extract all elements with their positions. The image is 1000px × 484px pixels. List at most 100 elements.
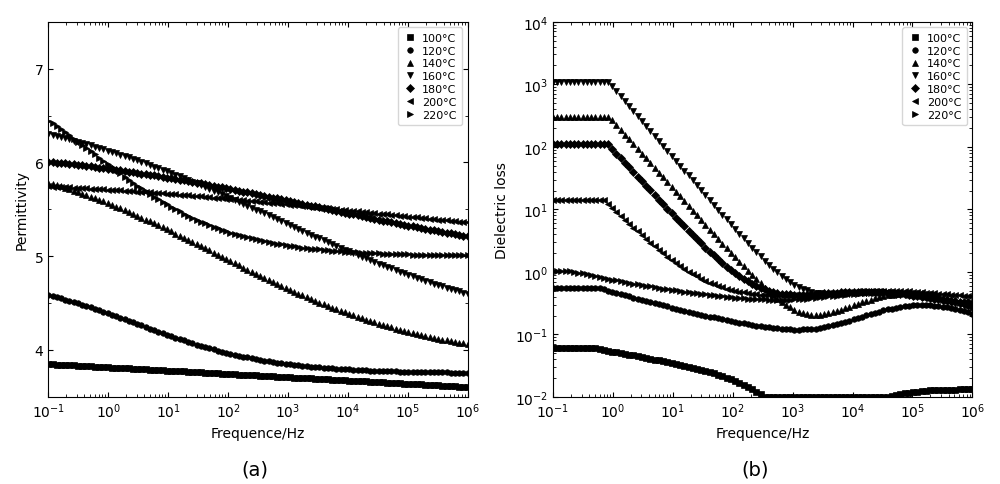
220°C xyxy=(932,297,944,302)
120°C xyxy=(763,325,775,331)
180°C xyxy=(547,142,559,148)
160°C xyxy=(123,155,135,161)
100°C xyxy=(258,373,270,379)
Line: 180°C: 180°C xyxy=(46,160,470,240)
Line: 100°C: 100°C xyxy=(550,346,975,400)
100°C xyxy=(627,353,639,359)
100°C xyxy=(42,362,54,367)
220°C xyxy=(140,189,152,195)
140°C xyxy=(462,342,474,348)
Line: 160°C: 160°C xyxy=(550,80,975,312)
120°C xyxy=(949,306,961,312)
Line: 140°C: 140°C xyxy=(46,181,470,347)
180°C xyxy=(428,228,440,234)
140°C xyxy=(644,161,656,166)
160°C xyxy=(258,211,270,217)
100°C xyxy=(123,366,135,372)
140°C xyxy=(42,181,54,186)
220°C xyxy=(644,284,656,290)
100°C xyxy=(937,387,949,393)
Line: 220°C: 220°C xyxy=(46,119,470,259)
160°C xyxy=(547,80,559,86)
Legend: 100°C, 120°C, 140°C, 160°C, 180°C, 200°C, 220°C: 100°C, 120°C, 140°C, 160°C, 180°C, 200°C… xyxy=(398,28,462,126)
200°C xyxy=(428,217,440,223)
120°C xyxy=(123,318,135,324)
Line: 100°C: 100°C xyxy=(46,362,470,390)
120°C xyxy=(627,295,639,301)
140°C xyxy=(292,291,304,297)
220°C xyxy=(42,119,54,124)
220°C xyxy=(428,253,440,258)
Line: 160°C: 160°C xyxy=(46,132,470,297)
120°C xyxy=(42,293,54,299)
200°C xyxy=(763,293,775,299)
220°C xyxy=(547,268,559,274)
Line: 120°C: 120°C xyxy=(550,286,975,333)
180°C xyxy=(140,172,152,178)
140°C xyxy=(627,142,639,148)
120°C xyxy=(292,363,304,368)
100°C xyxy=(140,367,152,373)
Line: 140°C: 140°C xyxy=(550,115,975,318)
140°C xyxy=(763,289,775,295)
100°C xyxy=(763,394,775,400)
160°C xyxy=(292,227,304,232)
160°C xyxy=(441,285,453,291)
140°C xyxy=(937,294,949,300)
200°C xyxy=(140,190,152,196)
220°C xyxy=(763,297,775,303)
160°C xyxy=(644,129,656,135)
180°C xyxy=(932,297,944,302)
140°C xyxy=(966,304,978,310)
180°C xyxy=(945,298,957,304)
100°C xyxy=(428,382,440,388)
100°C xyxy=(292,375,304,381)
220°C xyxy=(441,253,453,258)
220°C xyxy=(123,177,135,183)
200°C xyxy=(258,200,270,206)
160°C xyxy=(42,132,54,138)
200°C xyxy=(462,220,474,226)
200°C xyxy=(441,218,453,224)
140°C xyxy=(797,311,809,317)
180°C xyxy=(441,230,453,236)
140°C xyxy=(258,275,270,281)
180°C xyxy=(627,170,639,176)
140°C xyxy=(949,298,961,303)
120°C xyxy=(801,327,813,333)
200°C xyxy=(123,189,135,195)
160°C xyxy=(945,301,957,306)
160°C xyxy=(140,161,152,167)
100°C xyxy=(966,387,978,393)
100°C xyxy=(801,394,813,400)
160°C xyxy=(627,109,639,115)
200°C xyxy=(42,184,54,190)
100°C xyxy=(644,356,656,362)
220°C xyxy=(462,253,474,259)
180°C xyxy=(644,188,656,194)
160°C xyxy=(932,298,944,303)
180°C xyxy=(123,169,135,175)
220°C xyxy=(292,244,304,250)
Line: 220°C: 220°C xyxy=(550,268,975,308)
160°C xyxy=(462,291,474,297)
160°C xyxy=(763,262,775,268)
120°C xyxy=(793,327,805,333)
140°C xyxy=(547,115,559,121)
220°C xyxy=(258,239,270,245)
100°C xyxy=(547,346,559,351)
120°C xyxy=(140,324,152,330)
140°C xyxy=(810,313,822,318)
200°C xyxy=(966,294,978,300)
200°C xyxy=(932,291,944,297)
200°C xyxy=(292,203,304,209)
140°C xyxy=(428,335,440,341)
160°C xyxy=(428,281,440,287)
Y-axis label: Dielectric loss: Dielectric loss xyxy=(495,162,509,258)
Line: 120°C: 120°C xyxy=(46,293,470,376)
180°C xyxy=(966,300,978,306)
220°C xyxy=(627,281,639,287)
200°C xyxy=(797,292,809,298)
200°C xyxy=(627,225,639,231)
120°C xyxy=(547,286,559,291)
